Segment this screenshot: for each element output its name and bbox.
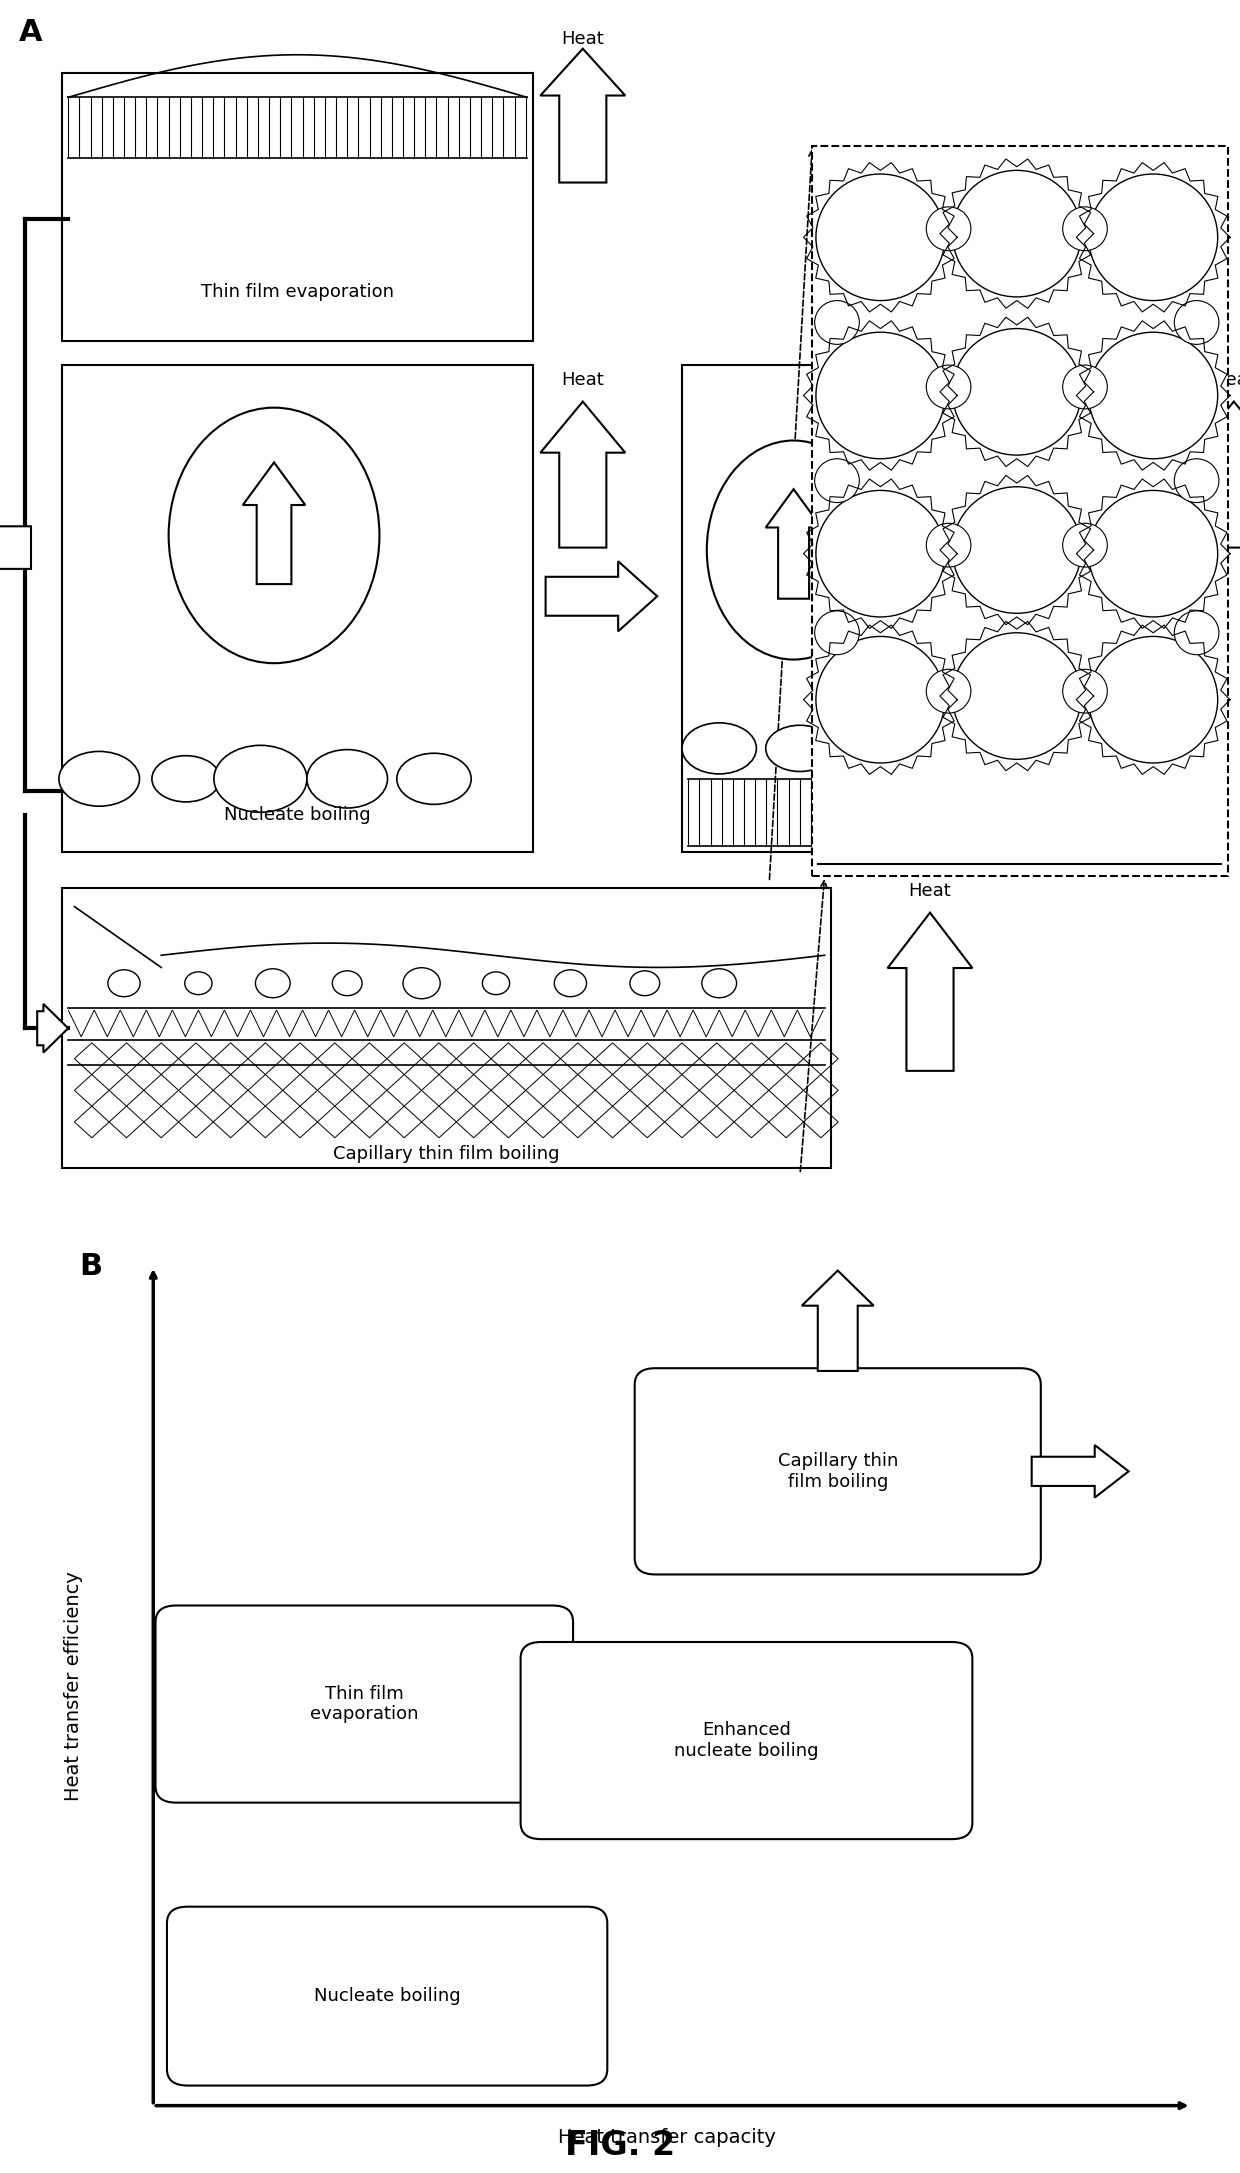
Ellipse shape <box>682 724 756 774</box>
Ellipse shape <box>185 971 212 995</box>
Circle shape <box>1089 174 1218 300</box>
Ellipse shape <box>306 750 387 808</box>
FancyBboxPatch shape <box>155 1606 573 1804</box>
Circle shape <box>952 632 1081 758</box>
Circle shape <box>1089 637 1218 763</box>
Text: Enhanced
nucleate boiling: Enhanced nucleate boiling <box>675 1721 818 1760</box>
Circle shape <box>816 174 945 300</box>
Circle shape <box>926 365 971 409</box>
Ellipse shape <box>482 971 510 995</box>
FancyArrow shape <box>802 1271 874 1371</box>
Text: Nucleate boiling: Nucleate boiling <box>314 1986 460 2006</box>
Ellipse shape <box>554 969 587 997</box>
Text: A: A <box>19 17 42 48</box>
Ellipse shape <box>702 969 737 997</box>
Circle shape <box>816 491 945 617</box>
Circle shape <box>926 669 971 713</box>
Circle shape <box>1063 524 1107 567</box>
Circle shape <box>1174 459 1219 502</box>
Circle shape <box>815 611 859 654</box>
Circle shape <box>1174 300 1219 343</box>
FancyArrow shape <box>1192 402 1240 548</box>
Text: Capillary thin
film boiling: Capillary thin film boiling <box>777 1452 898 1491</box>
Circle shape <box>1063 669 1107 713</box>
Ellipse shape <box>1008 726 1076 771</box>
Ellipse shape <box>924 724 998 774</box>
Circle shape <box>1089 332 1218 459</box>
Circle shape <box>952 169 1081 298</box>
Bar <box>682 365 1215 852</box>
Ellipse shape <box>332 971 362 995</box>
Text: Capillary thin film boiling: Capillary thin film boiling <box>334 1145 559 1163</box>
Circle shape <box>816 332 945 459</box>
FancyBboxPatch shape <box>635 1369 1040 1575</box>
Text: Heat transfer capacity: Heat transfer capacity <box>558 2127 775 2147</box>
Ellipse shape <box>630 971 660 995</box>
Text: Thin film
evaporation: Thin film evaporation <box>310 1684 419 1723</box>
Circle shape <box>952 487 1081 613</box>
Text: Heat: Heat <box>562 372 604 389</box>
Ellipse shape <box>108 969 140 997</box>
FancyArrow shape <box>766 489 821 600</box>
Text: Heat transfer efficiency: Heat transfer efficiency <box>64 1571 83 1801</box>
Ellipse shape <box>151 756 221 802</box>
FancyArrow shape <box>37 1004 68 1052</box>
Ellipse shape <box>169 409 379 663</box>
Circle shape <box>952 328 1081 454</box>
FancyArrow shape <box>1032 1445 1128 1497</box>
FancyBboxPatch shape <box>521 1643 972 1838</box>
Ellipse shape <box>766 726 835 771</box>
Circle shape <box>1063 206 1107 250</box>
Bar <box>812 146 1228 876</box>
Text: Heat: Heat <box>562 30 604 48</box>
Ellipse shape <box>707 441 880 661</box>
Ellipse shape <box>403 967 440 1000</box>
Circle shape <box>815 459 859 502</box>
Bar <box>62 889 831 1169</box>
Text: FIG. 2: FIG. 2 <box>565 2130 675 2162</box>
Text: Heat: Heat <box>1213 372 1240 389</box>
Ellipse shape <box>60 752 139 806</box>
Circle shape <box>926 524 971 567</box>
FancyArrow shape <box>541 402 625 548</box>
FancyArrow shape <box>0 508 31 587</box>
Text: B: B <box>79 1252 102 1282</box>
Circle shape <box>1174 611 1219 654</box>
Text: Nucleate boiling: Nucleate boiling <box>224 806 371 824</box>
FancyArrow shape <box>541 48 625 183</box>
Circle shape <box>1063 365 1107 409</box>
Ellipse shape <box>255 969 290 997</box>
Circle shape <box>815 300 859 343</box>
Text: Heat: Heat <box>909 882 951 900</box>
FancyBboxPatch shape <box>167 1906 608 2086</box>
Circle shape <box>926 206 971 250</box>
Ellipse shape <box>973 450 1135 650</box>
Bar <box>62 365 533 852</box>
Ellipse shape <box>397 754 471 804</box>
Text: Nucleate boiling: Nucleate boiling <box>875 806 1022 824</box>
Text: Thin film evaporation: Thin film evaporation <box>201 282 394 302</box>
Bar <box>62 74 533 341</box>
Circle shape <box>816 637 945 763</box>
FancyArrow shape <box>888 913 972 1071</box>
Ellipse shape <box>1073 717 1159 778</box>
FancyArrow shape <box>546 561 657 632</box>
Ellipse shape <box>836 717 925 778</box>
FancyArrow shape <box>243 463 305 585</box>
Ellipse shape <box>215 745 308 813</box>
Circle shape <box>1089 491 1218 617</box>
FancyArrow shape <box>1027 489 1081 600</box>
